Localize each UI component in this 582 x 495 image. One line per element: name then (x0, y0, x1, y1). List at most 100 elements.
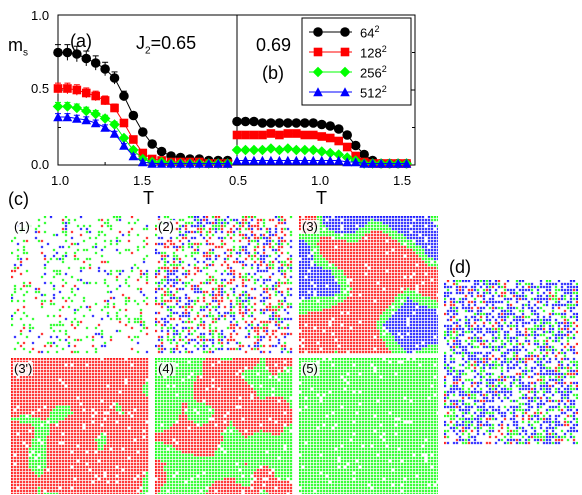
data-point (147, 158, 158, 168)
data-point (401, 158, 412, 168)
panel-label-b: (b) (262, 63, 284, 83)
data-point (232, 155, 242, 165)
panel-label-c: (c) (8, 189, 29, 209)
data-point (129, 135, 138, 144)
data-point (325, 155, 336, 165)
data-point (316, 119, 327, 130)
series-1-3 (232, 155, 412, 168)
x-axis-label-a: T (143, 188, 154, 208)
data-point (350, 157, 361, 167)
data-point (240, 144, 251, 156)
data-point (222, 158, 233, 168)
data-point (71, 102, 83, 114)
data-point (300, 130, 310, 140)
data-point (342, 142, 352, 152)
data-point (324, 147, 336, 159)
snapshot-4: (4) (155, 358, 293, 494)
data-point (110, 103, 119, 113)
data-point (72, 49, 82, 59)
data-point (249, 116, 259, 127)
data-point (62, 101, 73, 112)
data-point (300, 118, 310, 128)
data-point (308, 118, 319, 128)
snapshot-label-2: (2) (157, 219, 175, 235)
data-point (333, 124, 344, 134)
data-point (308, 155, 319, 165)
data-point (147, 139, 158, 149)
data-point (333, 155, 344, 165)
data-point (232, 116, 242, 127)
data-point (156, 158, 167, 168)
panel-label-a: (a) (70, 31, 92, 51)
data-point (156, 146, 167, 157)
data-point (138, 148, 148, 158)
x-tick-1.5-b: 1.5 (393, 173, 412, 188)
data-point (72, 85, 82, 95)
data-point (249, 155, 259, 165)
data-point (52, 101, 64, 112)
data-point (291, 155, 302, 165)
data-point (266, 129, 276, 138)
data-point (240, 116, 251, 127)
legend-marker (340, 27, 350, 37)
data-point (283, 155, 293, 165)
data-point (367, 158, 378, 168)
data-point (62, 112, 73, 122)
series-0-0 (53, 44, 233, 166)
data-point (350, 140, 361, 151)
data-point (81, 115, 92, 125)
data-point (90, 58, 101, 68)
data-point (257, 144, 268, 156)
data-point (333, 149, 345, 160)
data-point (275, 130, 284, 140)
panel-label-d: (d) (449, 257, 471, 277)
y-tick-0.0: 0.0 (31, 157, 50, 172)
legend-label-0: 642 (360, 24, 380, 41)
data-point (91, 91, 100, 101)
data-point (137, 127, 148, 137)
data-point (81, 53, 92, 64)
data-point (53, 47, 63, 58)
data-point (317, 132, 327, 141)
snapshot-label-5: (5) (301, 361, 319, 377)
data-point (128, 151, 139, 161)
data-point (100, 64, 110, 74)
data-point (342, 157, 352, 167)
data-point (118, 132, 130, 144)
data-point (100, 96, 110, 105)
series-layer (52, 44, 412, 169)
data-point (308, 130, 318, 140)
data-point (300, 155, 310, 165)
j2-annotation-b: 0.69 (256, 35, 292, 55)
data-point (99, 113, 111, 124)
data-point (119, 118, 129, 128)
snapshot-label-1: (1) (13, 219, 31, 235)
data-point (109, 73, 120, 83)
data-point (128, 110, 139, 121)
legend-label-3: 5122 (360, 84, 387, 101)
x-tick-0.5-b: 0.5 (229, 173, 248, 188)
data-point (393, 158, 403, 168)
legend-label-2: 2562 (360, 64, 387, 81)
data-point (299, 144, 311, 156)
legend-marker (340, 47, 350, 57)
data-point (342, 130, 352, 140)
y-axis-label: ms (8, 35, 28, 59)
data-point (194, 158, 205, 168)
data-point (119, 91, 129, 101)
legend-marker (340, 87, 350, 97)
data-point (274, 155, 285, 165)
data-point (109, 119, 120, 130)
data-point (266, 155, 276, 165)
data-point (249, 130, 259, 140)
data-point (100, 122, 110, 132)
data-point (63, 84, 72, 93)
data-point (274, 118, 285, 128)
j2-annotation: J2=0.65 (136, 33, 197, 57)
x-tick-1.0-a: 1.0 (51, 173, 70, 188)
data-point (203, 158, 214, 168)
data-point (359, 158, 369, 168)
y-tick-1.0: 1.0 (31, 8, 50, 23)
snapshot-label-4: (4) (157, 361, 175, 377)
